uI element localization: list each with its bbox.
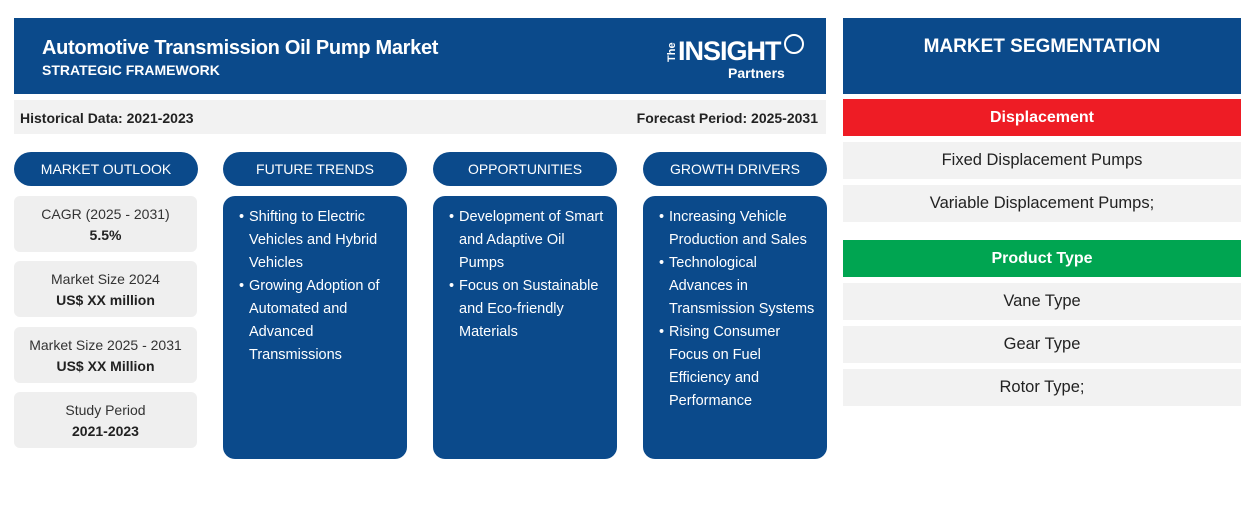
market-outlook-header: MARKET OUTLOOK — [14, 152, 198, 186]
segment-item: Vane Type — [843, 283, 1241, 320]
stat-market-size-2024: Market Size 2024 US$ XX million — [14, 261, 197, 317]
opportunity-item: Focus on Sustainable and Eco-friendly Ma… — [449, 275, 607, 344]
segment-item: Rotor Type; — [843, 369, 1241, 406]
future-trends-card: Shifting to Electric Vehicles and Hybrid… — [223, 196, 407, 459]
segmentation-title: MARKET SEGMENTATION — [843, 18, 1241, 94]
stat-value: US$ XX Million — [56, 358, 155, 374]
insight-partners-logo: The INSIGHT Partners — [666, 32, 806, 82]
stat-value: US$ XX million — [56, 292, 155, 308]
trend-item: Growing Adoption of Automated and Advanc… — [239, 275, 397, 367]
logo-the-text: The — [666, 42, 678, 62]
stat-market-size-forecast: Market Size 2025 - 2031 US$ XX Million — [14, 327, 197, 383]
opportunities-card: Development of Smart and Adaptive Oil Pu… — [433, 196, 617, 459]
segment-item: Fixed Displacement Pumps — [843, 142, 1241, 179]
logo-partners-text: Partners — [728, 65, 785, 81]
opportunities-header: OPPORTUNITIES — [433, 152, 617, 186]
driver-item: Increasing Vehicle Production and Sales — [659, 206, 817, 252]
segment-item: Variable Displacement Pumps; — [843, 185, 1241, 222]
opportunity-item: Development of Smart and Adaptive Oil Pu… — [449, 206, 607, 275]
stat-label: Study Period — [65, 402, 146, 418]
future-trends-header: FUTURE TRENDS — [223, 152, 407, 186]
segment-category-displacement: Displacement — [843, 99, 1241, 136]
period-bar: Historical Data: 2021-2023 Forecast Peri… — [14, 100, 826, 134]
page-title: Automotive Transmission Oil Pump Market — [42, 37, 439, 59]
page-subtitle: STRATEGIC FRAMEWORK — [42, 62, 220, 78]
segment-category-product-type: Product Type — [843, 240, 1241, 277]
logo-insight-text: INSIGHT — [678, 36, 782, 66]
header-banner: Automotive Transmission Oil Pump Market … — [14, 18, 826, 94]
stat-cagr: CAGR (2025 - 2031) 5.5% — [14, 196, 197, 252]
logo-ring-icon — [784, 34, 804, 54]
stat-label: Market Size 2025 - 2031 — [29, 337, 182, 353]
stat-label: CAGR (2025 - 2031) — [41, 206, 170, 222]
driver-item: Rising Consumer Focus on Fuel Efficiency… — [659, 321, 817, 413]
growth-drivers-card: Increasing Vehicle Production and Sales … — [643, 196, 827, 459]
stat-value: 5.5% — [89, 227, 122, 243]
historical-data-label: Historical Data: 2021-2023 — [20, 110, 194, 126]
stat-study-period: Study Period 2021-2023 — [14, 392, 197, 448]
forecast-period-label: Forecast Period: 2025-2031 — [636, 110, 818, 126]
trend-item: Shifting to Electric Vehicles and Hybrid… — [239, 206, 397, 275]
stat-value: 2021-2023 — [72, 423, 139, 439]
stat-label: Market Size 2024 — [51, 271, 160, 287]
driver-item: Technological Advances in Transmission S… — [659, 252, 817, 321]
growth-drivers-header: GROWTH DRIVERS — [643, 152, 827, 186]
segment-item: Gear Type — [843, 326, 1241, 363]
